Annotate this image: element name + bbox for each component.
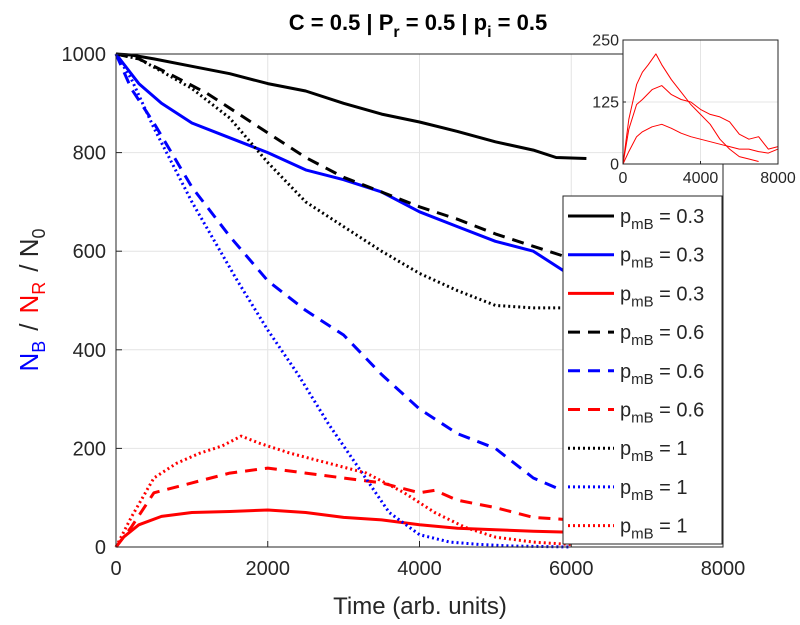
series-line-7 [115,52,572,310]
legend-label-sub: mB [631,255,654,272]
x-tick-label: 4000 [397,558,442,580]
y-tick-label: 200 [73,438,106,460]
y-tick-label: 0 [610,157,619,174]
y-label-nb-sub: B [29,341,49,353]
y-label-nr-sub: R [29,282,49,295]
legend-label-2: pmB = 0.3 [620,245,704,272]
x-tick-label: 6000 [549,558,594,580]
legend-label-value: = 0.3 [654,206,705,228]
title-sub-r: r [393,24,399,41]
legend-label-p: p [620,322,631,344]
legend-label-value: = 1 [654,516,688,538]
y-axis-label: NB/NR/ N0 [14,228,49,371]
series-line-1 [115,52,587,160]
legend-label-sub: mB [631,332,654,349]
inset-ticks: 0 4000 8000 0 125 250 [592,33,796,187]
series-line-5 [114,53,572,492]
y-tick-label: 400 [73,340,106,362]
title-part-mid: = 0.5 | p [400,10,487,35]
legend-label-value: = 0.3 [654,283,705,305]
legend-label-p: p [620,516,631,538]
y-tick-label: 250 [592,33,619,50]
legend-label-7: pmB = 1 [620,438,688,465]
y-label-nb: N [14,353,44,372]
legend-label-p: p [620,206,631,228]
series-line-1 [622,53,759,165]
legend-label-1: pmB = 0.3 [620,206,704,233]
legend-label-sub: mB [631,487,654,504]
legend-label-sub: mB [631,371,654,388]
legend-label-5: pmB = 0.6 [620,361,704,388]
series-line-3 [622,123,779,165]
legend-label-8: pmB = 1 [620,477,688,504]
legend-label-p: p [620,477,631,499]
main-series-group [114,52,587,549]
legend-label-value: = 0.6 [654,322,705,344]
title-part-end: = 0.5 [492,10,548,35]
legend-label-value: = 1 [654,438,688,460]
x-axis-label: Time (arb. units) [333,593,507,620]
inset-series-group [622,53,779,165]
legend-label-p: p [620,438,631,460]
series-line-2 [114,53,573,278]
legend-label-value: = 0.6 [654,400,705,422]
x-tick-label: 0 [110,558,121,580]
legend-label-p: p [620,283,631,305]
y-label-n0-sub: 0 [29,228,49,238]
y-label-nr: N [14,295,44,314]
chart-title: C = 0.5 | Pr = 0.5 | pi = 0.5 [289,10,547,41]
y-tick-label: 600 [73,241,106,263]
y-tick-label: 0 [95,537,106,559]
y-label-sep1: / [14,323,44,331]
legend-label-sub: mB [631,216,654,233]
legend-label-6: pmB = 0.6 [620,400,704,427]
series-line-3 [114,508,572,548]
series-line-6 [114,466,572,548]
legend-label-sub: mB [631,448,654,465]
legend-label-value: = 0.3 [654,245,705,267]
x-tick-label: 4000 [683,170,719,187]
x-tick-label: 2000 [246,558,291,580]
legend-label-sub: mB [631,410,654,427]
y-label-sep2: / N [14,238,44,271]
legend-label-4: pmB = 0.6 [620,322,704,349]
inset-plot-area: 0 4000 8000 0 125 250 [592,33,796,187]
title-part-c: C = 0.5 | P [289,10,394,35]
x-tick-label: 8000 [701,558,746,580]
series-line-2 [622,85,779,165]
main-ticks: 0 2000 4000 6000 8000 0 200 400 600 800 1000 [62,44,746,580]
x-tick-label: 8000 [760,170,796,187]
y-tick-label: 800 [73,143,106,165]
legend-label-p: p [620,245,631,267]
legend-label-3: pmB = 0.3 [620,283,704,310]
legend-label-value: = 0.6 [654,361,705,383]
x-tick-label: 0 [619,170,628,187]
series-line-8 [114,53,572,549]
legend-label-sub: mB [631,526,654,543]
legend-label-p: p [620,361,631,383]
series-line-9 [114,434,572,548]
legend-label-p: p [620,400,631,422]
legend-label-9: pmB = 1 [620,516,688,543]
y-tick-label: 1000 [62,44,107,66]
y-tick-label: 125 [592,95,619,112]
legend-label-sub: mB [631,293,654,310]
title-sub-i: i [487,24,491,41]
inset-grid [623,40,778,164]
legend-label-value: = 1 [654,477,688,499]
series-line-4 [115,52,572,261]
